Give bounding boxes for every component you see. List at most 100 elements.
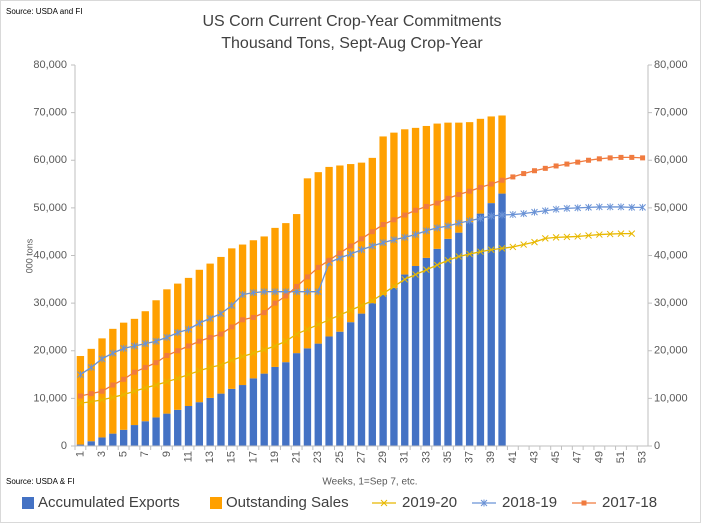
marker-star <box>228 302 236 310</box>
marker <box>433 224 441 232</box>
marker <box>390 283 398 290</box>
x-tick-label: 49 <box>593 451 605 463</box>
bar <box>444 122 452 239</box>
marker-square <box>391 217 397 223</box>
y2-tick-label: 50,000 <box>654 202 688 214</box>
marker <box>412 271 419 278</box>
x-tick-label: 47 <box>572 451 584 463</box>
marker <box>121 376 127 382</box>
marker <box>314 288 322 296</box>
legend-item: Accumulated Exports <box>22 494 180 511</box>
x-tick-label: 27 <box>355 451 367 463</box>
marker-square <box>510 174 516 180</box>
marker-square <box>586 157 592 163</box>
marker-star <box>520 210 528 218</box>
marker <box>109 349 117 357</box>
marker <box>552 205 560 213</box>
bar <box>119 322 128 430</box>
marker <box>595 231 603 238</box>
marker-square <box>131 369 137 375</box>
bar <box>174 283 182 410</box>
marker-x <box>423 266 430 274</box>
marker <box>217 310 225 318</box>
y2-tick-label: 10,000 <box>654 392 688 404</box>
marker-square <box>196 338 202 344</box>
marker-x <box>628 230 636 237</box>
bar <box>422 257 431 446</box>
bar <box>487 116 495 204</box>
legend-marker <box>480 499 488 507</box>
bar <box>422 125 431 258</box>
marker <box>195 367 203 375</box>
bar <box>347 322 355 446</box>
marker-star <box>152 337 160 345</box>
marker <box>368 242 376 250</box>
marker <box>207 334 213 340</box>
bar <box>455 232 463 446</box>
bar <box>195 402 204 446</box>
marker <box>110 382 116 388</box>
bar <box>336 331 344 446</box>
y-tick-label: 20,000 <box>33 345 67 357</box>
x-tick-label: 9 <box>161 451 173 457</box>
marker-square <box>283 293 289 299</box>
marker <box>628 230 636 237</box>
marker-star <box>606 203 614 211</box>
marker <box>77 371 84 379</box>
bar <box>444 238 452 446</box>
marker-square <box>423 203 429 209</box>
bar <box>357 313 366 446</box>
marker <box>477 248 484 256</box>
marker-square <box>434 200 440 206</box>
marker-star <box>131 342 138 350</box>
marker-square <box>175 348 181 354</box>
marker <box>228 302 236 310</box>
marker <box>498 211 506 219</box>
marker-square <box>477 184 483 190</box>
marker-x <box>477 248 484 256</box>
bar <box>130 425 139 446</box>
x-tick-label: 19 <box>269 451 281 463</box>
marker <box>629 154 635 160</box>
marker <box>444 222 452 230</box>
marker <box>260 288 268 296</box>
marker <box>163 333 171 341</box>
bar <box>314 343 322 446</box>
marker-square <box>110 382 116 388</box>
marker-x <box>606 230 614 238</box>
marker <box>585 203 592 211</box>
marker <box>606 203 614 211</box>
marker <box>272 300 278 306</box>
marker <box>402 212 408 218</box>
marker-x <box>498 245 506 252</box>
marker-square <box>240 317 246 323</box>
x-axis-label: Weeks, 1=Sep 7, etc. <box>322 477 417 488</box>
marker-star <box>163 333 171 341</box>
marker <box>368 297 376 305</box>
source-top: Source: USDA and FI <box>6 7 82 16</box>
bar <box>390 132 398 288</box>
marker-star <box>347 250 355 258</box>
marker <box>164 353 170 359</box>
x-tick-label: 11 <box>182 451 194 462</box>
legend-swatch <box>22 497 34 509</box>
marker-square <box>218 331 224 337</box>
marker <box>531 168 537 174</box>
marker <box>498 245 506 252</box>
marker-star <box>617 203 625 211</box>
marker-square <box>250 314 256 320</box>
marker-star <box>628 203 636 211</box>
marker <box>260 346 268 354</box>
marker <box>564 161 570 167</box>
marker <box>163 378 171 386</box>
marker-star <box>412 231 419 239</box>
x-tick-label: 53 <box>637 451 649 463</box>
marker-x <box>131 387 138 395</box>
marker-star <box>87 363 95 371</box>
marker-x <box>552 234 560 241</box>
marker <box>639 203 646 211</box>
marker <box>617 203 625 211</box>
marker-star <box>423 227 430 235</box>
bar <box>347 164 355 323</box>
bar <box>303 178 312 349</box>
